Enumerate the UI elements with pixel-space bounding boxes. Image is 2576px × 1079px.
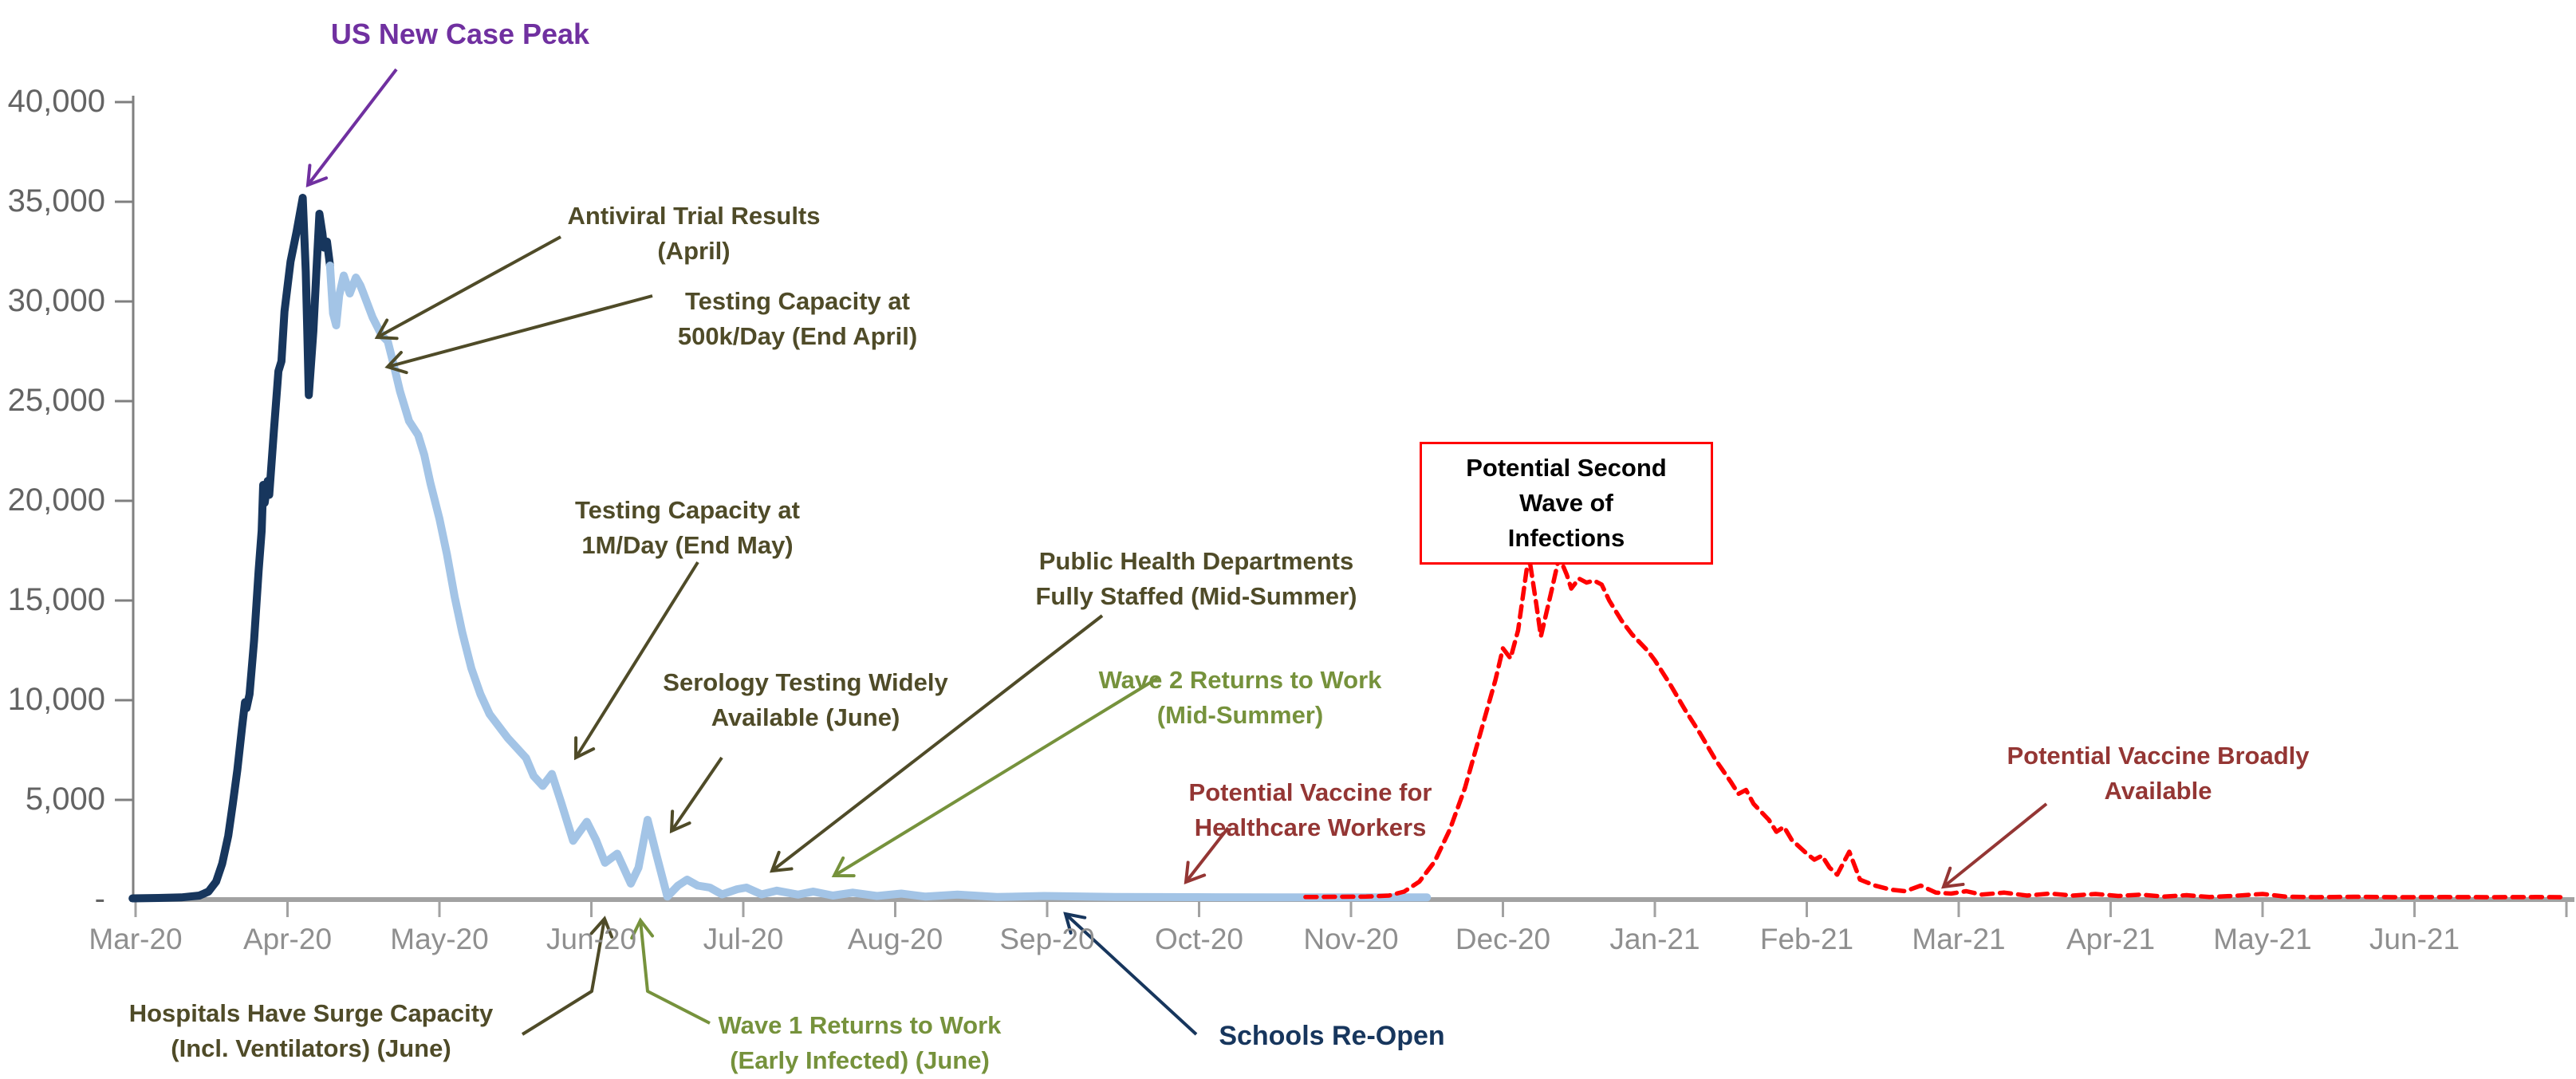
annotation-wave2-returns-to-work: Wave 2 Returns to Work (Mid-Summer) [1099, 663, 1382, 733]
annotation-text: Schools Re-Open [1219, 1021, 1445, 1051]
x-tick-label: Oct-20 [1154, 923, 1244, 955]
annotation-wave1-returns-to-work: Wave 1 Returns to Work (Early Infected) … [719, 1008, 1002, 1078]
annotation-text: Testing Capacity at 1M/Day (End May) [575, 496, 800, 559]
arrow-us-new-case-peak [305, 68, 398, 188]
x-tick-label: Jul-20 [703, 923, 784, 955]
y-tick-label: 20,000 [7, 482, 105, 518]
annotation-text: Potential Vaccine Broadly Available [2007, 742, 2310, 805]
arrow-vaccine-broad [1941, 802, 2048, 889]
arrow-antiviral [374, 235, 561, 341]
x-tick-label: Mar-21 [1912, 923, 2006, 955]
annotation-potential-second-wave-box: Potential Second Wave of Infections [1420, 442, 1713, 565]
data-series [128, 194, 2569, 903]
y-tick-label: 10,000 [7, 682, 105, 717]
arrow-public-health [769, 614, 1104, 873]
arrow-testing-500k [384, 294, 653, 375]
x-tick-label: Feb-21 [1759, 923, 1854, 955]
annotation-text: US New Case Peak [330, 18, 590, 50]
annotation-testing-capacity-1m: Testing Capacity at 1M/Day (End May) [575, 493, 800, 563]
annotation-text: Hospitals Have Surge Capacity (Incl. Ven… [128, 999, 494, 1062]
arrow-wave1 [630, 917, 711, 1025]
y-tick-label: 30,000 [7, 283, 105, 318]
series-projected-first-wave-decline [325, 262, 1432, 902]
x-tick-label: Mar-20 [89, 923, 183, 955]
x-tick-label: Apr-20 [242, 923, 333, 955]
annotation-arrows [305, 68, 2048, 1036]
x-tick-label: May-21 [2213, 923, 2312, 955]
x-tick-label: Apr-21 [2066, 923, 2156, 955]
y-tick-label: - [94, 881, 105, 916]
arrow-serology [669, 756, 723, 834]
annotation-text: Testing Capacity at 500k/Day (End April) [677, 287, 918, 350]
annotation-text: Potential Second Wave of Infections [1466, 454, 1667, 552]
x-tick-label: Jun-20 [546, 923, 637, 955]
annotation-testing-capacity-500k: Testing Capacity at 500k/Day (End April) [678, 284, 917, 354]
arrow-hospitals [521, 916, 614, 1036]
y-tick-label: 15,000 [7, 582, 105, 617]
y-tick-label: 40,000 [7, 84, 105, 119]
annotation-text: Wave 2 Returns to Work (Mid-Summer) [1098, 666, 1382, 729]
y-tick-label: 25,000 [7, 383, 105, 418]
annotation-text: Antiviral Trial Results (April) [567, 202, 821, 265]
annotation-text: Public Health Departments Fully Staffed … [1035, 547, 1357, 610]
x-tick-label: Aug-20 [847, 923, 943, 955]
y-tick-label: 35,000 [7, 183, 105, 219]
annotation-antiviral-trial-results: Antiviral Trial Results (April) [568, 199, 821, 269]
annotation-text: Wave 1 Returns to Work (Early Infected) … [718, 1011, 1002, 1074]
x-tick-label: Nov-20 [1303, 923, 1399, 955]
annotation-potential-vaccine-broadly-available: Potential Vaccine Broadly Available [2007, 738, 2309, 809]
annotation-schools-re-open: Schools Re-Open [1219, 1018, 1444, 1053]
y-tick-label: 5,000 [25, 782, 105, 817]
x-tick-label: Dec-20 [1455, 923, 1551, 955]
series-potential-second-wave [1303, 552, 2569, 900]
annotation-public-health-departments: Public Health Departments Fully Staffed … [1035, 544, 1357, 614]
x-tick-label: Jan-21 [1609, 923, 1700, 955]
arrow-wave2 [831, 676, 1160, 878]
annotation-text: Potential Vaccine for Healthcare Workers [1188, 778, 1432, 841]
arrow-vaccine-hcw [1184, 826, 1230, 884]
arrow-schools [1063, 912, 1198, 1036]
series-us-actual-new-cases [128, 194, 334, 903]
arrow-testing-1m [573, 561, 699, 761]
x-tick-label: Sep-20 [999, 923, 1095, 955]
annotation-serology-testing: Serology Testing Widely Available (June) [663, 665, 947, 735]
annotation-text: Serology Testing Widely Available (June) [663, 668, 948, 731]
annotation-us-new-case-peak: US New Case Peak [331, 16, 589, 53]
x-tick-label: May-20 [390, 923, 489, 955]
x-tick-label: Jun-21 [2369, 923, 2460, 955]
annotation-hospitals-surge-capacity: Hospitals Have Surge Capacity (Incl. Ven… [129, 996, 494, 1066]
annotation-potential-vaccine-healthcare-workers: Potential Vaccine for Healthcare Workers [1189, 775, 1432, 845]
